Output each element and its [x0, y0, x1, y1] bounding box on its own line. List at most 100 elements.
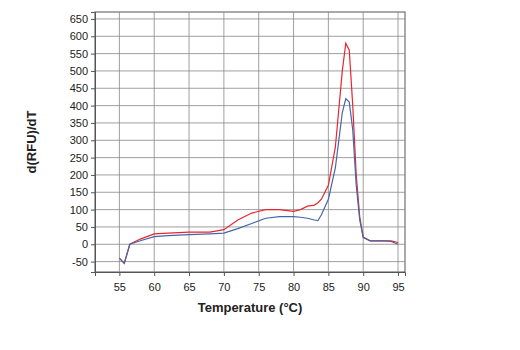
tick-label: 55 — [114, 281, 126, 293]
x-axis-title: Temperature (°C) — [198, 300, 303, 315]
tick-label: 150 — [70, 186, 88, 198]
tick-label: 60 — [149, 281, 161, 293]
grid-line-x — [293, 12, 294, 272]
axis-line — [96, 273, 406, 277]
tick-mark — [91, 158, 95, 159]
plot-frame — [95, 12, 405, 272]
tick-mark — [91, 227, 95, 228]
tick: 65 — [183, 272, 195, 293]
tick-mark — [91, 123, 95, 124]
tick-label: 65 — [183, 281, 195, 293]
tick-label: 600 — [70, 30, 88, 42]
tick-mark — [363, 272, 364, 276]
grid-line-y — [95, 105, 405, 106]
grid-line-y — [95, 226, 405, 227]
y-axis: -50 0 50 100 150 200 250 300 350 400 450 500 550 600 6… — [70, 13, 96, 273]
tick: 650 — [70, 13, 95, 25]
tick-mark — [91, 262, 95, 263]
grid-line-y — [95, 70, 405, 71]
tick-label: 650 — [70, 13, 88, 25]
tick-mark — [91, 88, 95, 89]
tick-label: 85 — [323, 281, 335, 293]
tick-mark — [91, 19, 95, 20]
tick: 90 — [358, 272, 370, 293]
tick-label: 200 — [70, 169, 88, 181]
grid-line-x — [258, 12, 259, 272]
tick: 150 — [70, 186, 95, 198]
grid — [95, 12, 405, 272]
series-line — [119, 99, 398, 264]
tick-label: 400 — [70, 100, 88, 112]
tick: 550 — [70, 48, 95, 60]
tick: 450 — [70, 82, 95, 94]
tick-label: 500 — [70, 65, 88, 77]
tick-label: 75 — [253, 281, 265, 293]
grid-line-y — [95, 88, 405, 89]
tick-label: 90 — [358, 281, 370, 293]
tick: 350 — [70, 117, 95, 129]
tick: 95 — [392, 272, 404, 293]
tick-mark — [259, 272, 260, 276]
tick-mark — [328, 272, 329, 276]
tick-label: -50 — [72, 256, 88, 268]
plot: 55 60 65 70 75 80 85 90 95 -50 0 50 100 150 200 250 300 3… — [70, 12, 406, 293]
y-axis-title: d(RFU)/dT — [24, 111, 39, 174]
tick: 75 — [253, 272, 265, 293]
tick-mark — [91, 192, 95, 193]
grid-line-y — [95, 157, 405, 158]
series-line — [119, 43, 398, 263]
grid-line-y — [95, 244, 405, 245]
grid-line-x — [154, 12, 155, 272]
grid-line-y — [95, 174, 405, 175]
chart: 55 60 65 70 75 80 85 90 95 -50 0 50 100 150 200 250 300 3… — [0, 0, 520, 350]
tick-label: 0 — [82, 238, 88, 250]
tick: -50 — [72, 256, 95, 268]
tick: 400 — [70, 100, 95, 112]
grid-line-y — [95, 53, 405, 54]
tick-mark — [189, 272, 190, 276]
grid-line-x — [119, 12, 120, 272]
tick: 250 — [70, 152, 95, 164]
grid-line-x — [328, 12, 329, 272]
tick-mark — [91, 54, 95, 55]
tick-label: 350 — [70, 117, 88, 129]
tick-mark — [119, 272, 120, 276]
tick: 600 — [70, 30, 95, 42]
tick-mark — [224, 272, 225, 276]
tick-label: 300 — [70, 134, 88, 146]
grid-line-y — [95, 261, 405, 262]
x-axis: 55 60 65 70 75 80 85 90 95 — [96, 272, 406, 293]
tick-mark — [91, 175, 95, 176]
grid-line-x — [189, 12, 190, 272]
tick: 85 — [323, 272, 335, 293]
tick: 50 — [76, 221, 95, 233]
tick-mark — [91, 36, 95, 37]
grid-line-x — [398, 12, 399, 272]
tick-label: 70 — [218, 281, 230, 293]
tick: 300 — [70, 134, 95, 146]
tick-mark — [154, 272, 155, 276]
tick-label: 50 — [76, 221, 88, 233]
grid-line-y — [95, 140, 405, 141]
tick-label: 80 — [288, 281, 300, 293]
tick-label: 250 — [70, 152, 88, 164]
tick-mark — [91, 106, 95, 107]
tick-mark — [398, 272, 399, 276]
tick: 0 — [82, 238, 95, 250]
lines — [119, 43, 398, 263]
tick: 60 — [149, 272, 161, 293]
tick-label: 450 — [70, 82, 88, 94]
tick-mark — [91, 210, 95, 211]
tick: 200 — [70, 169, 95, 181]
grid-line-y — [95, 122, 405, 123]
tick-label: 95 — [392, 281, 404, 293]
grid-line-y — [95, 18, 405, 19]
tick: 100 — [70, 204, 95, 216]
tick-mark — [91, 140, 95, 141]
grid-line-y — [95, 36, 405, 37]
tick: 55 — [114, 272, 126, 293]
tick-label: 550 — [70, 48, 88, 60]
tick-mark — [91, 71, 95, 72]
tick-label: 100 — [70, 204, 88, 216]
tick-mark — [91, 244, 95, 245]
